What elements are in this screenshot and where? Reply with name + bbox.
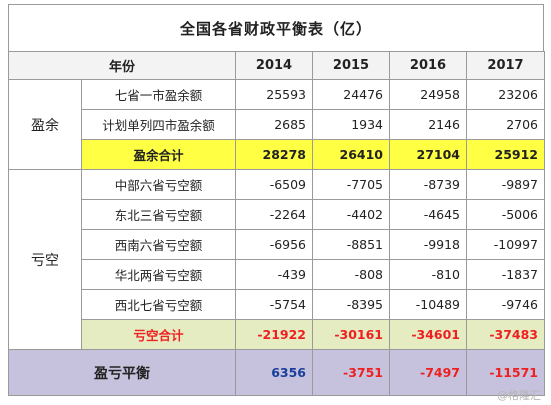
row-label: 七省一市盈余额 <box>80 79 237 110</box>
year-header: 2016 <box>389 51 468 80</box>
value-cell: 25912 <box>466 139 546 170</box>
value-cell: -2264 <box>235 199 314 230</box>
fiscal-balance-table: 年份 2014 2015 2016 2017 盈余 七省一市盈余额 25593 … <box>7 51 546 396</box>
value-cell: -34601 <box>389 319 468 350</box>
value-cell: 1934 <box>312 109 391 140</box>
value-cell: -3751 <box>312 349 391 396</box>
header-row: 年份 2014 2015 2016 2017 <box>7 51 546 80</box>
value-cell: 26410 <box>312 139 391 170</box>
value-cell: 2685 <box>235 109 314 140</box>
year-header: 2015 <box>312 51 391 80</box>
table-row: 华北两省亏空额 -439 -808 -810 -1837 <box>9 259 546 290</box>
year-header: 2014 <box>235 51 314 80</box>
row-label: 亏空合计 <box>80 319 237 350</box>
value-cell: 2706 <box>466 109 546 140</box>
value-cell: -9918 <box>389 229 468 260</box>
value-cell: -4402 <box>312 199 391 230</box>
value-cell: 2146 <box>389 109 468 140</box>
value-cell: -808 <box>312 259 391 290</box>
table-row: 西南六省亏空额 -6956 -8851 -9918 -10997 <box>9 229 546 260</box>
value-cell: -10997 <box>466 229 546 260</box>
deficit-subtotal-row: 亏空合计 -21922 -30161 -34601 -37483 <box>9 319 546 350</box>
value-cell: 23206 <box>466 79 546 110</box>
value-cell: -8395 <box>312 289 391 320</box>
value-cell: -4645 <box>389 199 468 230</box>
surplus-subtotal-row: 盈余合计 28278 26410 27104 25912 <box>9 139 546 170</box>
table-row: 亏空 中部六省亏空额 -6509 -7705 -8739 -9897 <box>8 169 546 350</box>
category-surplus: 盈余 <box>8 79 82 170</box>
value-cell: -37483 <box>466 319 546 350</box>
value-cell: -5754 <box>235 289 314 320</box>
table-row: 盈余 七省一市盈余额 25593 24476 24958 23206 <box>8 79 546 170</box>
value-cell: 25593 <box>235 79 314 110</box>
value-cell: -7705 <box>312 169 391 200</box>
row-label: 计划单列四市盈余额 <box>80 109 237 140</box>
value-cell: -439 <box>235 259 314 290</box>
value-cell: -10489 <box>389 289 468 320</box>
row-label: 中部六省亏空额 <box>80 169 237 200</box>
table-title: 全国各省财政平衡表（亿） <box>8 4 544 51</box>
table-row: 西北七省亏空额 -5754 -8395 -10489 -9746 <box>9 289 546 320</box>
value-cell: 27104 <box>389 139 468 170</box>
value-cell: -6956 <box>235 229 314 260</box>
value-cell: -9897 <box>466 169 546 200</box>
row-label: 华北两省亏空额 <box>80 259 237 290</box>
row-label: 西南六省亏空额 <box>80 229 237 260</box>
balance-label: 盈亏平衡 <box>7 349 237 396</box>
balance-row: 盈亏平衡 6356 -3751 -7497 -11571 <box>7 349 546 396</box>
value-cell: -1837 <box>466 259 546 290</box>
year-header-label: 年份 <box>7 51 237 80</box>
value-cell: -7497 <box>389 349 468 396</box>
value-cell: -8739 <box>389 169 468 200</box>
value-cell: 6356 <box>235 349 314 396</box>
value-cell: 24958 <box>389 79 468 110</box>
watermark: @格隆汇 <box>497 389 541 402</box>
value-cell: -5006 <box>466 199 546 230</box>
category-deficit: 亏空 <box>8 169 82 350</box>
value-cell: -9746 <box>466 289 546 320</box>
value-cell: -6509 <box>235 169 314 200</box>
value-cell: -11571 <box>466 349 546 396</box>
year-header: 2017 <box>466 51 546 80</box>
value-cell: -8851 <box>312 229 391 260</box>
row-label: 东北三省亏空额 <box>80 199 237 230</box>
row-label: 西北七省亏空额 <box>80 289 237 320</box>
table-row: 东北三省亏空额 -2264 -4402 -4645 -5006 <box>9 199 546 230</box>
table-row: 计划单列四市盈余额 2685 1934 2146 2706 <box>9 109 546 140</box>
value-cell: -30161 <box>312 319 391 350</box>
value-cell: -810 <box>389 259 468 290</box>
row-label: 盈余合计 <box>80 139 237 170</box>
value-cell: 28278 <box>235 139 314 170</box>
value-cell: -21922 <box>235 319 314 350</box>
value-cell: 24476 <box>312 79 391 110</box>
